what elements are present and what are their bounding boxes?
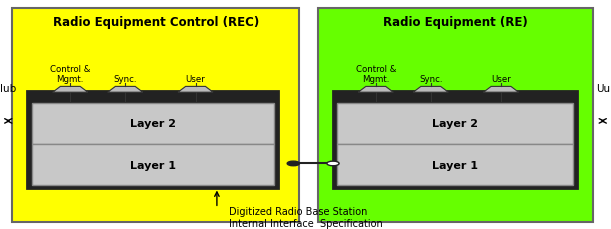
Text: Sync.: Sync. (114, 75, 137, 84)
Text: Control &
Mgmt.: Control & Mgmt. (50, 64, 90, 84)
Text: Layer 1: Layer 1 (130, 160, 176, 170)
Text: Layer 2: Layer 2 (130, 119, 176, 129)
Circle shape (327, 161, 339, 166)
Polygon shape (358, 87, 393, 93)
Text: Uu: Uu (596, 84, 610, 94)
Text: User: User (186, 75, 205, 84)
Text: Control &
Mgmt.: Control & Mgmt. (356, 64, 396, 84)
Text: Iub: Iub (0, 84, 16, 94)
Circle shape (287, 161, 299, 166)
Bar (318, 9, 593, 222)
Bar (12, 9, 299, 222)
Bar (32, 144, 274, 185)
Text: Sync.: Sync. (419, 75, 442, 84)
Text: Layer 2: Layer 2 (432, 119, 478, 129)
Polygon shape (413, 87, 448, 93)
Bar (27, 92, 278, 188)
Bar (32, 103, 274, 144)
Polygon shape (178, 87, 213, 93)
Polygon shape (108, 87, 143, 93)
Text: Digitized Radio Base Station
Internal Interface  Specification: Digitized Radio Base Station Internal In… (229, 206, 383, 228)
Text: Radio Equipment Control (REC): Radio Equipment Control (REC) (53, 16, 259, 29)
Polygon shape (53, 87, 88, 93)
Bar (333, 92, 577, 188)
Text: User: User (491, 75, 511, 84)
Text: Radio Equipment (RE): Radio Equipment (RE) (383, 16, 527, 29)
Text: Layer 1: Layer 1 (432, 160, 478, 170)
Bar (337, 103, 573, 144)
Bar (337, 144, 573, 185)
Polygon shape (483, 87, 519, 93)
